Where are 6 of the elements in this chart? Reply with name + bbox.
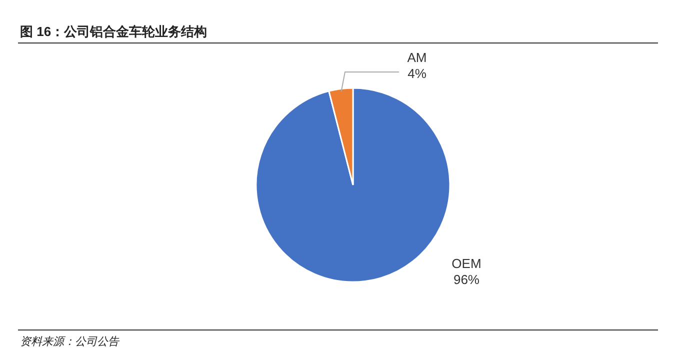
data-label: 4% (408, 66, 427, 81)
text: 图 16：公司铝合金车轮业务结构 (20, 24, 208, 39)
slice-label: AM (407, 50, 427, 65)
text: 资料来源：公司公告 (20, 335, 120, 348)
slice-label: OEM (452, 256, 482, 271)
data-label: 96% (453, 272, 480, 287)
